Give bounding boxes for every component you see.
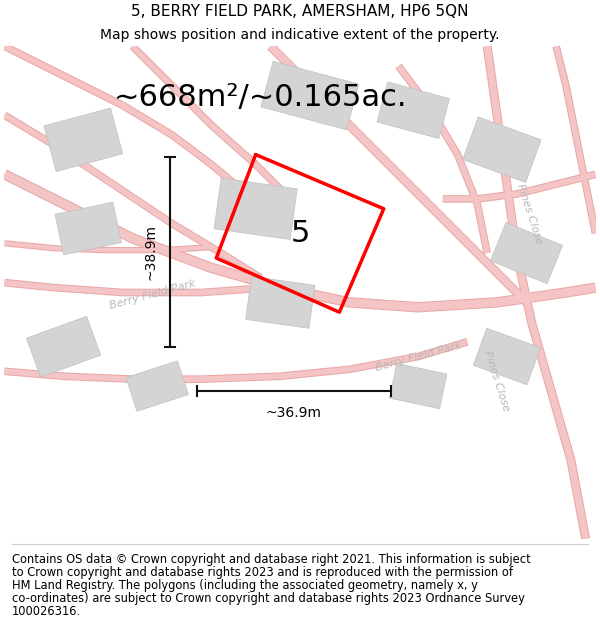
Text: 5: 5 bbox=[290, 219, 310, 248]
Bar bbox=[261, 61, 359, 130]
Text: ~668m²/~0.165ac.: ~668m²/~0.165ac. bbox=[114, 83, 407, 112]
Text: co-ordinates) are subject to Crown copyright and database rights 2023 Ordnance S: co-ordinates) are subject to Crown copyr… bbox=[12, 592, 525, 605]
Text: ~38.9m: ~38.9m bbox=[143, 224, 157, 279]
Bar bbox=[473, 328, 541, 385]
Bar bbox=[377, 82, 449, 139]
Bar bbox=[214, 178, 297, 239]
Text: ~36.9m: ~36.9m bbox=[266, 406, 322, 419]
Text: Berry Field Park: Berry Field Park bbox=[108, 278, 196, 311]
Text: Pines Close: Pines Close bbox=[515, 182, 544, 246]
Text: 5, BERRY FIELD PARK, AMERSHAM, HP6 5QN: 5, BERRY FIELD PARK, AMERSHAM, HP6 5QN bbox=[131, 4, 469, 19]
Bar bbox=[55, 202, 121, 255]
Text: HM Land Registry. The polygons (including the associated geometry, namely x, y: HM Land Registry. The polygons (includin… bbox=[12, 579, 478, 592]
Text: to Crown copyright and database rights 2023 and is reproduced with the permissio: to Crown copyright and database rights 2… bbox=[12, 566, 513, 579]
Bar bbox=[389, 363, 447, 409]
Text: Contains OS data © Crown copyright and database right 2021. This information is : Contains OS data © Crown copyright and d… bbox=[12, 552, 531, 566]
Text: Berry Field Park: Berry Field Park bbox=[374, 340, 463, 373]
Bar bbox=[26, 316, 101, 377]
Text: Map shows position and indicative extent of the property.: Map shows position and indicative extent… bbox=[100, 28, 500, 42]
Bar bbox=[44, 108, 123, 172]
Bar bbox=[245, 276, 315, 328]
Bar bbox=[490, 222, 563, 284]
Bar bbox=[463, 117, 541, 182]
Text: Pines Close: Pines Close bbox=[482, 349, 512, 413]
Text: 100026316.: 100026316. bbox=[12, 605, 81, 618]
Bar bbox=[126, 361, 188, 411]
